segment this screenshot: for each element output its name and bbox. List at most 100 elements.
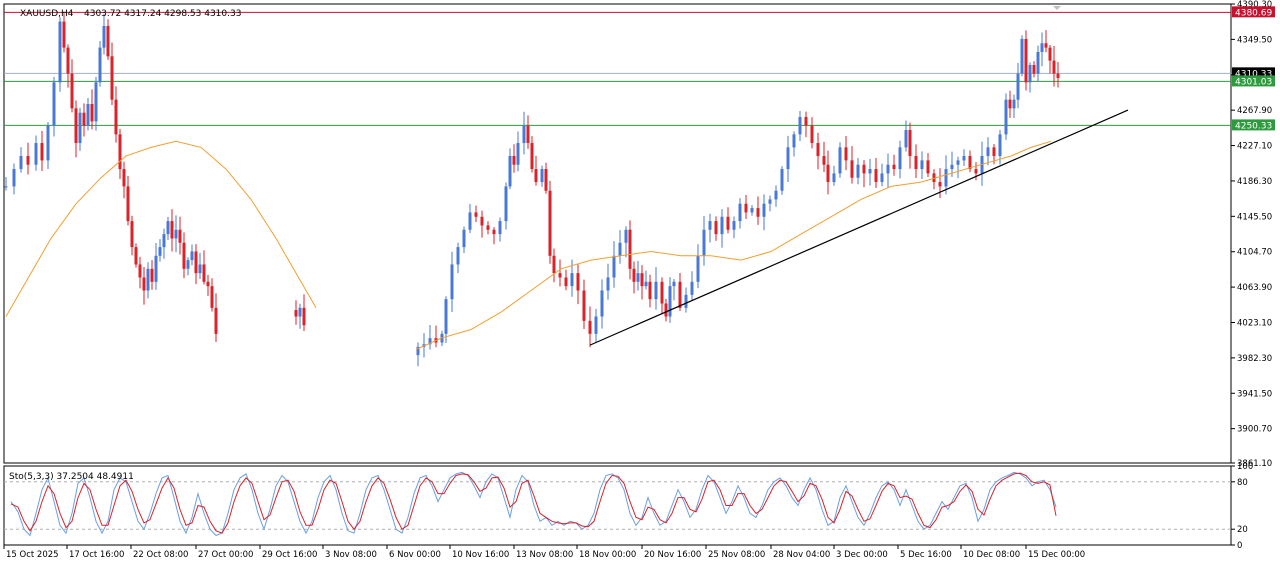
candle[interactable]: [70, 59, 74, 113]
candle[interactable]: [146, 262, 150, 299]
candle[interactable]: [194, 244, 198, 285]
candle[interactable]: [126, 175, 130, 226]
candle[interactable]: [582, 279, 586, 330]
price-panel[interactable]: 4390.304349.504308.604267.904227.104186.…: [3, 0, 1275, 469]
candle[interactable]: [744, 194, 748, 220]
candle[interactable]: [856, 157, 860, 185]
candle[interactable]: [1032, 61, 1036, 78]
candle[interactable]: [654, 267, 658, 310]
candle[interactable]: [142, 267, 146, 305]
candle[interactable]: [302, 294, 306, 331]
candle[interactable]: [138, 256, 142, 289]
candle[interactable]: [672, 278, 676, 301]
candle[interactable]: [114, 86, 118, 143]
candle[interactable]: [938, 168, 942, 199]
candle[interactable]: [702, 216, 706, 266]
candle[interactable]: [816, 132, 820, 170]
candle[interactable]: [46, 122, 50, 170]
candle[interactable]: [26, 142, 30, 175]
candle[interactable]: [154, 243, 158, 290]
candle[interactable]: [19, 147, 23, 173]
candle[interactable]: [530, 136, 534, 173]
candle[interactable]: [920, 151, 924, 180]
candle[interactable]: [726, 207, 730, 234]
candle[interactable]: [690, 271, 694, 301]
candle[interactable]: [1044, 30, 1048, 53]
candle[interactable]: [174, 215, 178, 253]
candle[interactable]: [512, 144, 516, 173]
candle[interactable]: [444, 296, 448, 343]
candle[interactable]: [122, 161, 126, 199]
candle[interactable]: [750, 205, 754, 216]
candle[interactable]: [968, 150, 972, 173]
candle[interactable]: [548, 180, 552, 264]
candle[interactable]: [1020, 35, 1024, 77]
candle[interactable]: [826, 150, 830, 195]
candle[interactable]: [868, 158, 872, 186]
candle[interactable]: [678, 272, 682, 311]
candle[interactable]: [462, 226, 466, 254]
candle[interactable]: [178, 216, 182, 255]
candle[interactable]: [206, 274, 210, 296]
candle[interactable]: [986, 137, 990, 166]
candle[interactable]: [52, 76, 56, 137]
candle[interactable]: [862, 160, 866, 188]
candle[interactable]: [34, 135, 38, 171]
candle[interactable]: [298, 303, 302, 329]
candle[interactable]: [428, 325, 432, 350]
candle[interactable]: [202, 250, 206, 285]
candle[interactable]: [90, 89, 94, 130]
candle[interactable]: [932, 169, 936, 190]
candle[interactable]: [62, 13, 66, 53]
candle[interactable]: [12, 163, 16, 195]
candle[interactable]: [664, 298, 668, 322]
candle[interactable]: [150, 260, 154, 290]
candle[interactable]: [768, 195, 772, 212]
candle[interactable]: [832, 165, 836, 186]
candle[interactable]: [898, 140, 902, 179]
candle[interactable]: [810, 117, 814, 149]
candle[interactable]: [106, 19, 110, 60]
candle[interactable]: [534, 155, 538, 186]
candle[interactable]: [628, 220, 632, 280]
candle[interactable]: [636, 261, 640, 291]
candle[interactable]: [4, 176, 8, 191]
candle[interactable]: [492, 227, 496, 245]
candle[interactable]: [714, 216, 718, 241]
candle[interactable]: [956, 156, 960, 179]
candle[interactable]: [720, 209, 724, 248]
support-trendline[interactable]: [589, 109, 1129, 346]
candle[interactable]: [588, 306, 592, 348]
candle[interactable]: [1004, 93, 1008, 140]
stochastic-panel[interactable]: 100 80 20 0: [3, 462, 1253, 551]
candle[interactable]: [182, 232, 186, 279]
candle[interactable]: [66, 44, 70, 88]
candle[interactable]: [158, 239, 162, 262]
candle[interactable]: [474, 205, 478, 223]
candle[interactable]: [926, 153, 930, 178]
candle[interactable]: [600, 279, 604, 329]
candle[interactable]: [526, 115, 530, 149]
candle[interactable]: [738, 198, 742, 229]
candle[interactable]: [576, 264, 580, 305]
candle[interactable]: [684, 287, 688, 313]
candle[interactable]: [756, 196, 760, 225]
candle[interactable]: [892, 154, 896, 176]
candle[interactable]: [540, 165, 544, 187]
candle[interactable]: [1048, 44, 1052, 74]
candle[interactable]: [558, 259, 562, 287]
candle[interactable]: [190, 244, 194, 266]
candle[interactable]: [1008, 90, 1012, 118]
candle[interactable]: [606, 263, 610, 300]
candle[interactable]: [1056, 61, 1060, 88]
candle[interactable]: [594, 308, 598, 343]
candle[interactable]: [74, 100, 78, 158]
candle[interactable]: [708, 213, 712, 243]
candle[interactable]: [82, 103, 86, 137]
candle[interactable]: [880, 163, 884, 187]
candle[interactable]: [456, 242, 460, 274]
candle[interactable]: [480, 210, 484, 238]
candle[interactable]: [94, 76, 98, 131]
candle[interactable]: [170, 209, 174, 252]
candle[interactable]: [1036, 45, 1040, 82]
